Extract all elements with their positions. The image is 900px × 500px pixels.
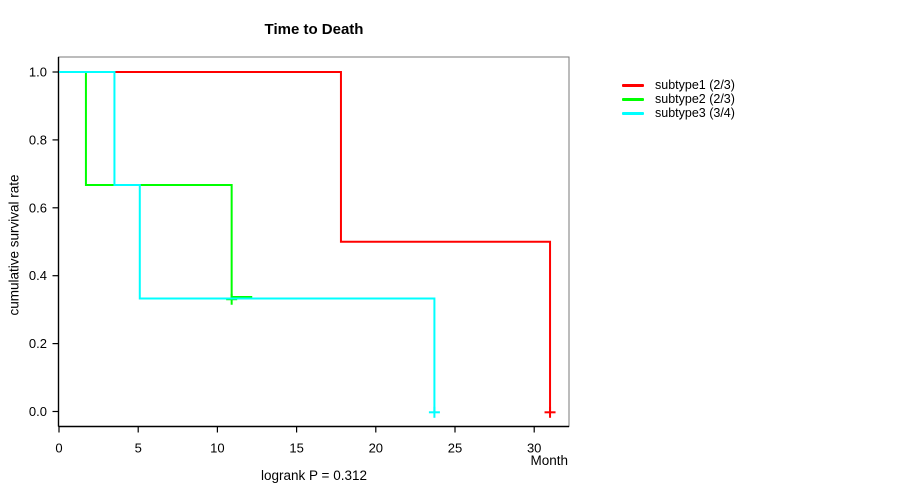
y-tick-label: 0.8: [29, 132, 47, 147]
legend-item-subtype3: subtype3 (3/4): [622, 106, 735, 120]
legend: subtype1 (2/3) subtype2 (2/3) subtype3 (…: [622, 78, 735, 121]
x-tick-label: 15: [289, 441, 303, 456]
x-tick-label: 0: [55, 441, 62, 456]
legend-line-icon: [622, 111, 644, 115]
x-tick-label: 30: [527, 441, 541, 456]
y-tick-label: 0.4: [29, 268, 47, 283]
curve-subtype1: [59, 71, 552, 412]
x-axis-title: Month: [530, 453, 568, 468]
x-tick-label: 25: [448, 441, 462, 456]
legend-line-icon: [622, 83, 644, 87]
x-tick-label: 5: [135, 441, 142, 456]
logrank-annotation: logrank P = 0.312: [261, 468, 367, 483]
x-tick-label: 10: [210, 441, 224, 456]
legend-item-subtype1: subtype1 (2/3): [622, 78, 735, 92]
y-tick-label: 0.6: [29, 200, 47, 215]
y-axis-title: cumulative survival rate: [6, 174, 22, 316]
legend-line-icon: [622, 97, 644, 101]
legend-label: subtype2 (2/3): [655, 92, 735, 107]
curve-subtype2: [59, 71, 253, 299]
curve-subtype3: [59, 71, 436, 412]
y-tick-label: 0.0: [29, 404, 47, 419]
x-tick-label: 20: [369, 441, 383, 456]
legend-label: subtype3 (3/4): [655, 106, 735, 121]
chart-title: Time to Death: [264, 21, 364, 38]
y-tick-label: 1.0: [29, 65, 47, 80]
y-tick-label: 0.2: [29, 336, 47, 351]
legend-item-subtype2: subtype2 (2/3): [622, 92, 735, 106]
legend-label: subtype1 (2/3): [655, 78, 735, 93]
